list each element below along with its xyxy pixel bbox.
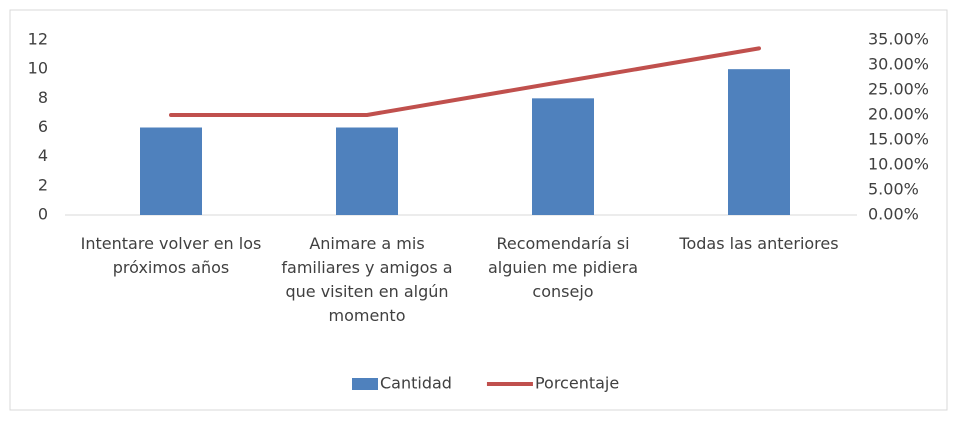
y-tick-label: 8: [38, 88, 48, 107]
bar: [140, 127, 202, 215]
x-tick-label: Animare a mis familiares y amigos a que …: [281, 234, 453, 325]
y-tick-label: 6: [38, 117, 48, 136]
y2-tick-label: 35.00%: [868, 30, 929, 49]
legend-label: Cantidad: [380, 374, 452, 393]
line-series: [169, 46, 761, 117]
y-tick-label: 12: [28, 30, 48, 49]
x-tick-label: Recomendaría si alguien me pidiera conse…: [487, 234, 638, 301]
bar: [728, 69, 790, 216]
y-tick-label: 10: [28, 59, 48, 78]
y2-tick-label: 30.00%: [868, 55, 929, 74]
x-tick-label: Intentare volver en los próximos años: [80, 234, 262, 277]
y2-tick-label: 0.00%: [868, 205, 919, 224]
y-tick-label: 0: [38, 205, 48, 224]
bar: [532, 98, 594, 215]
y-tick-label: 2: [38, 175, 48, 194]
y2-tick-label: 10.00%: [868, 155, 929, 174]
legend-label: Porcentaje: [535, 374, 619, 393]
y2-tick-label: 15.00%: [868, 130, 929, 149]
y2-tick-label: 20.00%: [868, 105, 929, 124]
legend-swatch: [352, 378, 378, 390]
y2-tick-label: 25.00%: [868, 80, 929, 99]
bar: [336, 127, 398, 215]
y-tick-label: 4: [38, 146, 48, 165]
y2-tick-label: 5.00%: [868, 180, 919, 199]
x-tick-label: Todas las anteriores: [679, 234, 839, 253]
